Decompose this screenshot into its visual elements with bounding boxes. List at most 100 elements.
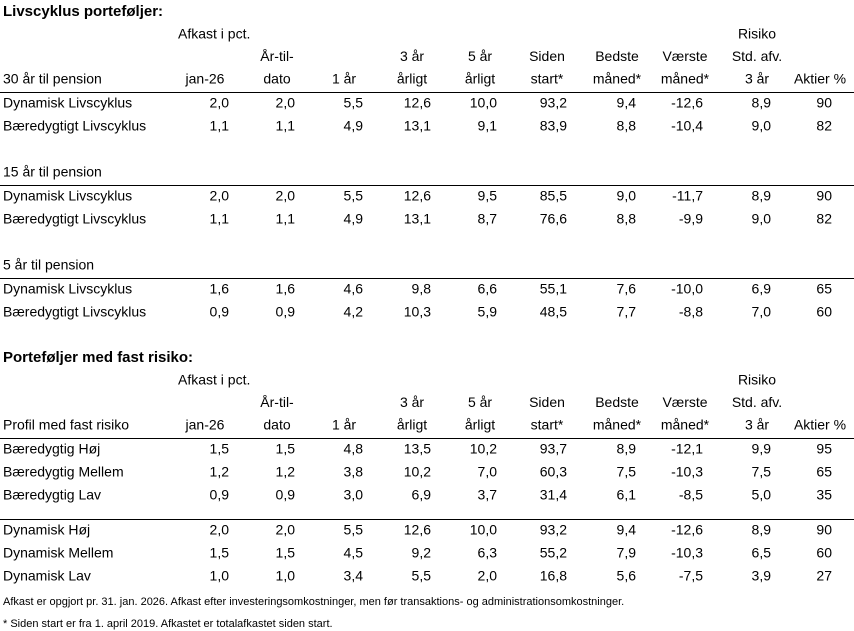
cell: 7,7 xyxy=(617,304,637,320)
column-header: 5 år xyxy=(468,394,492,410)
cell: 48,5 xyxy=(540,304,567,320)
cell: 12,6 xyxy=(404,522,431,538)
column-header: måned* xyxy=(593,71,642,87)
cell: -10,0 xyxy=(671,281,703,297)
cell: 1,0 xyxy=(210,568,230,584)
cell: 4,6 xyxy=(344,281,364,297)
cell: 10,2 xyxy=(404,464,431,480)
cell: 7,5 xyxy=(617,464,637,480)
cell: 1,2 xyxy=(276,464,296,480)
row-name: Dynamisk Livscyklus xyxy=(3,281,132,297)
cell: 65 xyxy=(816,281,832,297)
cell: 8,8 xyxy=(617,118,637,134)
cell: 6,1 xyxy=(617,487,637,503)
column-header: årligt xyxy=(465,71,495,87)
cell: 90 xyxy=(816,522,832,538)
cell: 5,9 xyxy=(478,304,498,320)
cell: 7,6 xyxy=(617,281,637,297)
cell: -7,5 xyxy=(679,568,703,584)
column-header: 5 år xyxy=(468,48,492,64)
cell: 60,3 xyxy=(540,464,567,480)
cell: 90 xyxy=(816,95,832,111)
cell: 2,0 xyxy=(276,95,296,111)
cell: 7,5 xyxy=(752,464,772,480)
column-header: måned* xyxy=(593,417,642,433)
column-header: Værste xyxy=(662,48,707,64)
column-header: årligt xyxy=(465,417,495,433)
column-header: 3 år xyxy=(400,394,424,410)
column-header: Siden xyxy=(529,48,565,64)
cell: 3,4 xyxy=(344,568,364,584)
cell: 2,0 xyxy=(210,522,230,538)
footnote: * Siden start er fra 1. april 2019. Afka… xyxy=(3,618,333,630)
row-name: Dynamisk Høj xyxy=(3,522,90,538)
cell: -12,6 xyxy=(671,95,703,111)
group-label: 5 år til pension xyxy=(3,257,94,273)
row-name: Dynamisk Livscyklus xyxy=(3,95,132,111)
cell: 1,1 xyxy=(210,118,230,134)
cell: -10,4 xyxy=(671,118,703,134)
cell: 1,1 xyxy=(210,211,230,227)
cell: 55,1 xyxy=(540,281,567,297)
column-header: År-til- xyxy=(260,394,294,410)
cell: -12,6 xyxy=(671,522,703,538)
cell: 10,3 xyxy=(404,304,431,320)
section-title: Porteføljer med fast risiko: xyxy=(3,349,193,366)
cell: 9,4 xyxy=(617,522,637,538)
cell: 2,0 xyxy=(478,568,498,584)
cell: 8,8 xyxy=(617,211,637,227)
column-header: Std. afv. xyxy=(732,394,782,410)
cell: 1,5 xyxy=(210,545,230,561)
cell: 5,0 xyxy=(752,487,772,503)
column-header: Bedste xyxy=(595,48,639,64)
column-header: 3 år xyxy=(745,71,769,87)
cell: 10,2 xyxy=(470,441,497,457)
cell: 4,2 xyxy=(344,304,364,320)
column-header: 1 år xyxy=(332,417,356,433)
cell: 2,0 xyxy=(276,522,296,538)
cell: 31,4 xyxy=(540,487,567,503)
column-header: dato xyxy=(263,417,290,433)
cell: 82 xyxy=(816,211,832,227)
cell: 16,8 xyxy=(540,568,567,584)
cell: 1,0 xyxy=(276,568,296,584)
cell: 9,0 xyxy=(752,118,772,134)
cell: 6,6 xyxy=(478,281,498,297)
cell: 10,0 xyxy=(470,95,497,111)
column-header: måned* xyxy=(661,417,710,433)
column-header: start* xyxy=(531,417,564,433)
cell: 5,5 xyxy=(344,188,364,204)
cell: 85,5 xyxy=(540,188,567,204)
cell: 2,0 xyxy=(276,188,296,204)
cell: 10,0 xyxy=(470,522,497,538)
column-header: Siden xyxy=(529,394,565,410)
cell: 0,9 xyxy=(276,304,296,320)
cell: 3,9 xyxy=(752,568,772,584)
cell: 6,9 xyxy=(752,281,772,297)
cell: 12,6 xyxy=(404,95,431,111)
cell: 1,6 xyxy=(210,281,230,297)
row-name: Bæredygtig Høj xyxy=(3,441,100,457)
cell: -8,5 xyxy=(679,487,703,503)
cell: 9,4 xyxy=(617,95,637,111)
cell: -11,7 xyxy=(672,188,703,204)
cell: 0,9 xyxy=(210,304,230,320)
cell: 1,5 xyxy=(210,441,230,457)
cell: 5,5 xyxy=(344,522,364,538)
cell: 13,5 xyxy=(404,441,431,457)
cell: 4,8 xyxy=(344,441,364,457)
cell: 65 xyxy=(816,464,832,480)
cell: 4,9 xyxy=(344,211,364,227)
column-header: jan-26 xyxy=(185,71,225,87)
cell: -12,1 xyxy=(671,441,703,457)
cell: 6,5 xyxy=(752,545,772,561)
cell: 3,7 xyxy=(478,487,498,503)
column-header: start* xyxy=(531,71,564,87)
cell: 9,2 xyxy=(412,545,432,561)
cell: 8,9 xyxy=(617,441,637,457)
cell: 6,3 xyxy=(478,545,498,561)
cell: 90 xyxy=(816,188,832,204)
cell: 3,0 xyxy=(344,487,364,503)
